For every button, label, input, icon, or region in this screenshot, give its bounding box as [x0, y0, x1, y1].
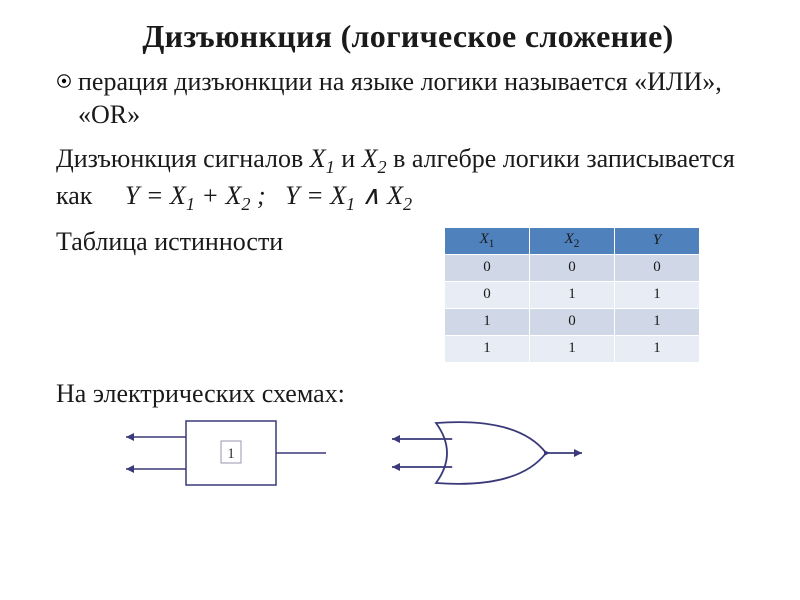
- page-title: Дизъюнкция (логическое сложение): [56, 18, 760, 55]
- para2-x1-sub: 1: [326, 157, 335, 177]
- diagrams-area: 1: [56, 413, 760, 533]
- truth-table: X1 X2 Y 0 0 0 0 1 1 1 0: [444, 227, 700, 363]
- truth-table-body: 0 0 0 0 1 1 1 0 1 1 1 1: [445, 254, 700, 362]
- svg-text:1: 1: [227, 446, 235, 462]
- slide: Дизъюнкция (логическое сложение) перация…: [0, 0, 800, 600]
- col-x1: X1: [445, 227, 530, 254]
- table-row: 1 1 1: [445, 335, 700, 362]
- para2-x2-sub: 2: [378, 157, 387, 177]
- formula-2: Y = X1 ∧ X2: [285, 181, 412, 210]
- col-y: Y: [615, 227, 700, 254]
- para2-lead: Дизъюнкция сигналов: [56, 144, 310, 173]
- scheme-label: На электрических схемах:: [56, 379, 760, 409]
- gost-or-gate: 1: [116, 413, 346, 503]
- formula-1: Y = X1 + X2 ;: [125, 181, 266, 210]
- paragraph-1-text: перация дизъюнкции на языке логики назыв…: [78, 65, 760, 132]
- para2-x1: X: [310, 144, 326, 173]
- paragraph-1: перация дизъюнкции на языке логики назыв…: [56, 65, 760, 132]
- table-header-row: X1 X2 Y: [445, 227, 700, 254]
- bullet-icon: [56, 73, 72, 89]
- paragraph-2: Дизъюнкция сигналов X1 и X2 в алгебре ло…: [56, 142, 760, 217]
- table-row: 1 0 1: [445, 308, 700, 335]
- col-x2: X2: [530, 227, 615, 254]
- table-row: 0 0 0: [445, 254, 700, 281]
- truth-table-section: Таблица истинности X1 X2 Y 0 0 0 0 1 1: [56, 227, 760, 377]
- ansi-or-gate: [386, 413, 616, 503]
- table-row: 0 1 1: [445, 281, 700, 308]
- para2-and: и: [335, 144, 362, 173]
- para2-x2: X: [362, 144, 378, 173]
